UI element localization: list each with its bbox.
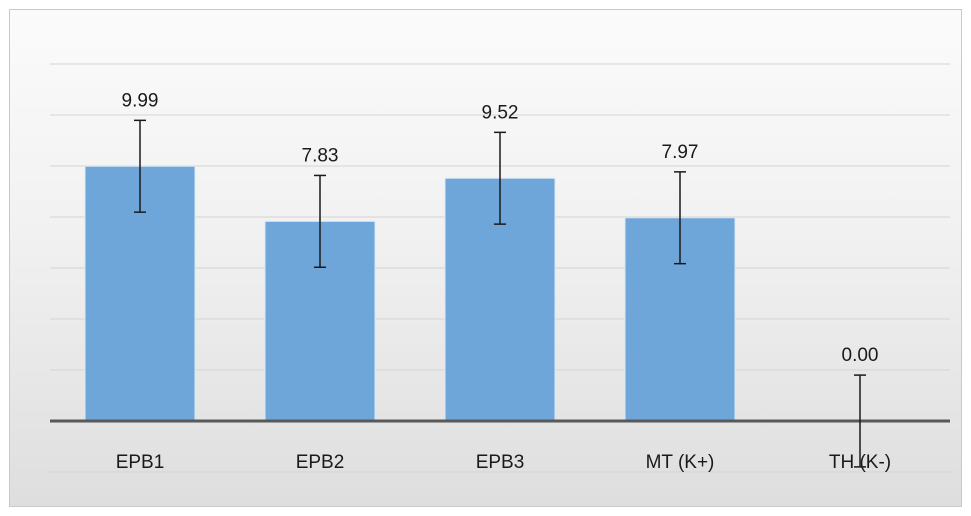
category-label: EPB2 (296, 452, 345, 473)
data-label: 9.99 (122, 90, 159, 111)
data-label: 9.52 (482, 102, 519, 123)
chart-area: 9.99 EPB1 7.83 EPB2 9.52 EPB3 7.97 MT (K+) 0.00 T… (9, 9, 962, 507)
category-label: TH (K-) (829, 452, 891, 473)
data-label: 7.97 (662, 142, 699, 163)
category-label: EPB3 (476, 452, 525, 473)
category-label: MT (K+) (646, 452, 715, 473)
labels: 9.99 EPB1 7.83 EPB2 9.52 EPB3 7.97 MT (K+) 0.00 T… (116, 90, 891, 473)
bar-chart: 9.99 EPB1 7.83 EPB2 9.52 EPB3 7.97 MT (K+) 0.00 T… (50, 63, 950, 473)
category-label: EPB1 (116, 452, 165, 473)
data-label: 7.83 (302, 145, 339, 166)
data-label: 0.00 (842, 345, 879, 366)
error-bars (134, 119, 866, 468)
bar (624, 217, 736, 422)
bars (84, 165, 736, 422)
